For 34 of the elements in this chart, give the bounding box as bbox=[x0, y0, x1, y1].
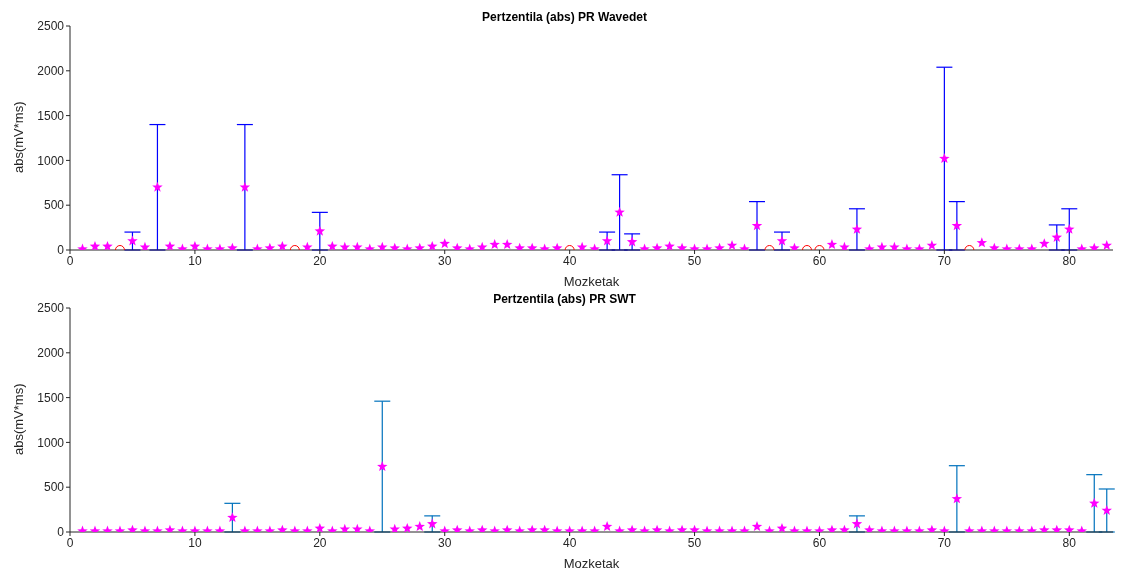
x-axis-title: Mozketak bbox=[563, 274, 620, 289]
x-tick-label: 70 bbox=[937, 535, 952, 550]
y-tick-label: 0 bbox=[57, 525, 65, 540]
y-tick-label: 500 bbox=[43, 198, 65, 213]
x-tick-label: 20 bbox=[313, 535, 327, 550]
x-tick-label: 70 bbox=[937, 253, 952, 268]
x-tick-label: 10 bbox=[188, 253, 202, 268]
y-tick-label: 2500 bbox=[37, 19, 65, 34]
x-tick-label: 80 bbox=[1062, 535, 1077, 550]
chart-title: Pertzentila (abs) PR SWT bbox=[493, 292, 636, 306]
x-tick-label: 50 bbox=[687, 535, 702, 550]
x-tick-label: 10 bbox=[188, 535, 202, 550]
x-tick-label: 40 bbox=[562, 535, 577, 550]
x-tick-label: 30 bbox=[438, 535, 452, 550]
x-tick-label: 50 bbox=[687, 253, 702, 268]
y-tick-label: 1000 bbox=[37, 435, 65, 450]
chart-title: Pertzentila (abs) PR Wavedet bbox=[482, 10, 647, 24]
y-tick-label: 1500 bbox=[37, 390, 65, 405]
y-tick-label: 1000 bbox=[37, 153, 65, 168]
y-axis-title: abs(mV*ms) bbox=[10, 101, 26, 173]
y-tick-label: 500 bbox=[43, 480, 65, 495]
x-tick-label: 60 bbox=[812, 535, 827, 550]
y-tick-label: 2000 bbox=[37, 64, 65, 79]
x-tick-label: 20 bbox=[313, 253, 327, 268]
x-tick-label: 80 bbox=[1062, 253, 1077, 268]
x-tick-label: 60 bbox=[812, 253, 827, 268]
y-tick-label: 2000 bbox=[37, 346, 65, 361]
x-tick-label: 30 bbox=[438, 253, 452, 268]
y-axis-title: abs(mV*ms) bbox=[10, 383, 26, 455]
y-tick-label: 0 bbox=[57, 243, 65, 258]
x-tick-label: 40 bbox=[562, 253, 577, 268]
y-tick-label: 2500 bbox=[37, 301, 65, 316]
x-axis-title: Mozketak bbox=[563, 556, 620, 571]
y-tick-label: 1500 bbox=[37, 108, 65, 123]
